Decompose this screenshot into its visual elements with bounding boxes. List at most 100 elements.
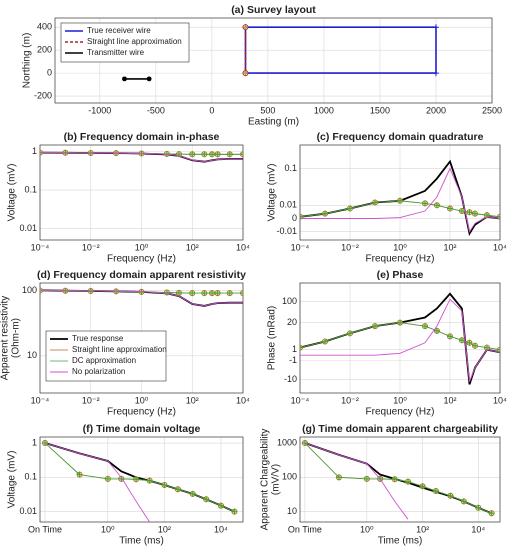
x-tick-label: 10⁰ [393,242,407,252]
chart-title: (f) Time domain voltage [83,423,201,435]
marker [458,207,465,214]
x-tick-label: 1000 [314,105,334,115]
marker [347,205,353,212]
y-tick-label: 0.1 [24,472,37,482]
x-tick-label: 1500 [370,105,390,115]
marker [335,474,342,481]
series-line [304,442,492,514]
y-axis-label: Voltage (mV) [7,451,18,509]
y-tick-label: 0 [292,213,297,223]
x-tick-label: 10⁴ [471,524,485,534]
axes-frame [299,144,501,241]
y-tick-label: 0.01 [19,506,37,516]
y-axis-label: Voltage (mV) [7,164,18,222]
panel: -1000 -500 0 500 1000 1500 2000 2500 -200 0 200 400… [22,4,502,128]
x-tick-label: -1000 [88,105,111,115]
panel: 10⁻⁴ 10⁻² 10⁰ 10² 10⁴ -10 -11 20 100 (e) Phase Fre… [267,269,507,418]
marker [419,483,426,490]
y-tick-label: 0.1 [24,184,37,194]
x-tick-label: 10² [186,242,199,252]
x-tick-label: 0 [209,105,214,115]
marker [226,290,233,297]
x-tick-label: 500 [260,105,275,115]
y-axis-label: (mV/V) [271,464,282,495]
marker [497,213,500,220]
y-tick-label: 20 [287,317,297,327]
x-tick-label: 10⁻⁴ [31,395,50,405]
marker [146,76,152,82]
marker [214,151,221,158]
chart-title: (b) Frequency domain in-phase [64,131,220,143]
y-tick-label: 200 [37,45,52,55]
y-axis-label: Northing (m) [22,33,33,89]
legend: True response Straight line approximation… [45,330,167,382]
marker [422,323,428,330]
series-line [300,167,500,233]
marker [203,496,210,503]
x-tick-label: On Time [28,524,62,534]
y-tick-label: 100 [282,472,297,482]
panel: 10⁻⁴ 10⁻² 10⁰ 10² 10⁴ 10 100(d) Frequency doma… [0,269,250,418]
marker [122,76,127,82]
x-tick-label: 10⁻⁴ [291,242,310,252]
x-tick-label: 10⁰ [101,524,115,534]
marker [104,475,111,482]
marker [458,337,465,344]
y-tick-label: 0.1 [284,163,297,173]
x-axis-label: Frequency (Hz) [107,254,176,265]
x-tick-label: 10² [443,242,456,252]
legend-label: DC approximation [72,356,136,365]
marker [146,477,153,484]
plot-content [300,292,500,385]
marker [432,24,439,31]
legend-label: No polarization [72,367,125,376]
y-tick-label: -1 [289,355,297,365]
y-tick-label: 1000 [277,437,297,447]
marker [240,151,243,158]
marker [208,151,215,158]
y-tick-label: 0.01 [19,223,37,233]
x-tick-label: 10² [158,524,171,534]
chart-title: (c) Frequency domain quadrature [317,131,484,143]
chart-title: (a) Survey layout [231,4,316,16]
axes-frame [299,282,501,394]
marker [163,289,170,296]
chart-title: (g) Time domain apparent chargeability [302,423,498,435]
plot-content [41,440,238,522]
x-tick-label: 2000 [426,105,446,115]
marker [214,290,221,297]
x-axis-label: Time (ms) [119,536,164,547]
y-tick-label: 10 [27,350,37,360]
x-axis-label: Time (ms) [378,536,423,547]
marker [76,471,83,478]
legend-label: True response [72,334,124,343]
x-tick-label: 10⁰ [393,395,407,405]
x-axis-label: Frequency (Hz) [107,407,176,418]
marker [161,481,168,488]
axes-frame [299,436,501,523]
marker [174,486,181,493]
marker [217,502,224,509]
x-tick-label: 10⁻² [341,242,359,252]
x-tick-label: 10⁴ [214,524,228,534]
marker [300,213,303,220]
plot-content [301,440,495,520]
marker [363,475,370,482]
x-tick-label: 10⁻⁴ [291,395,310,405]
x-tick-label: On Time [288,524,322,534]
y-tick-label: 100 [282,296,297,306]
panel: 10⁻⁴ 10⁻² 10⁰ 10² 10⁴ -0.01 0 0.01 0.1 (c) Freque… [267,131,507,265]
x-tick-label: 10⁴ [236,242,250,252]
x-tick-label: 10⁻⁴ [31,242,50,252]
series-line [44,442,235,513]
legend-label: True receiver wire [87,26,151,35]
plot-content [300,159,500,236]
y-tick-label: -0.01 [276,226,297,236]
y-tick-label: 1 [32,437,37,447]
marker [433,202,440,209]
x-tick-label: 10⁰ [360,524,374,534]
y-axis-label: (Ohm-m) [11,318,22,358]
x-tick-label: 2500 [482,105,502,115]
axes-frame [54,17,493,104]
